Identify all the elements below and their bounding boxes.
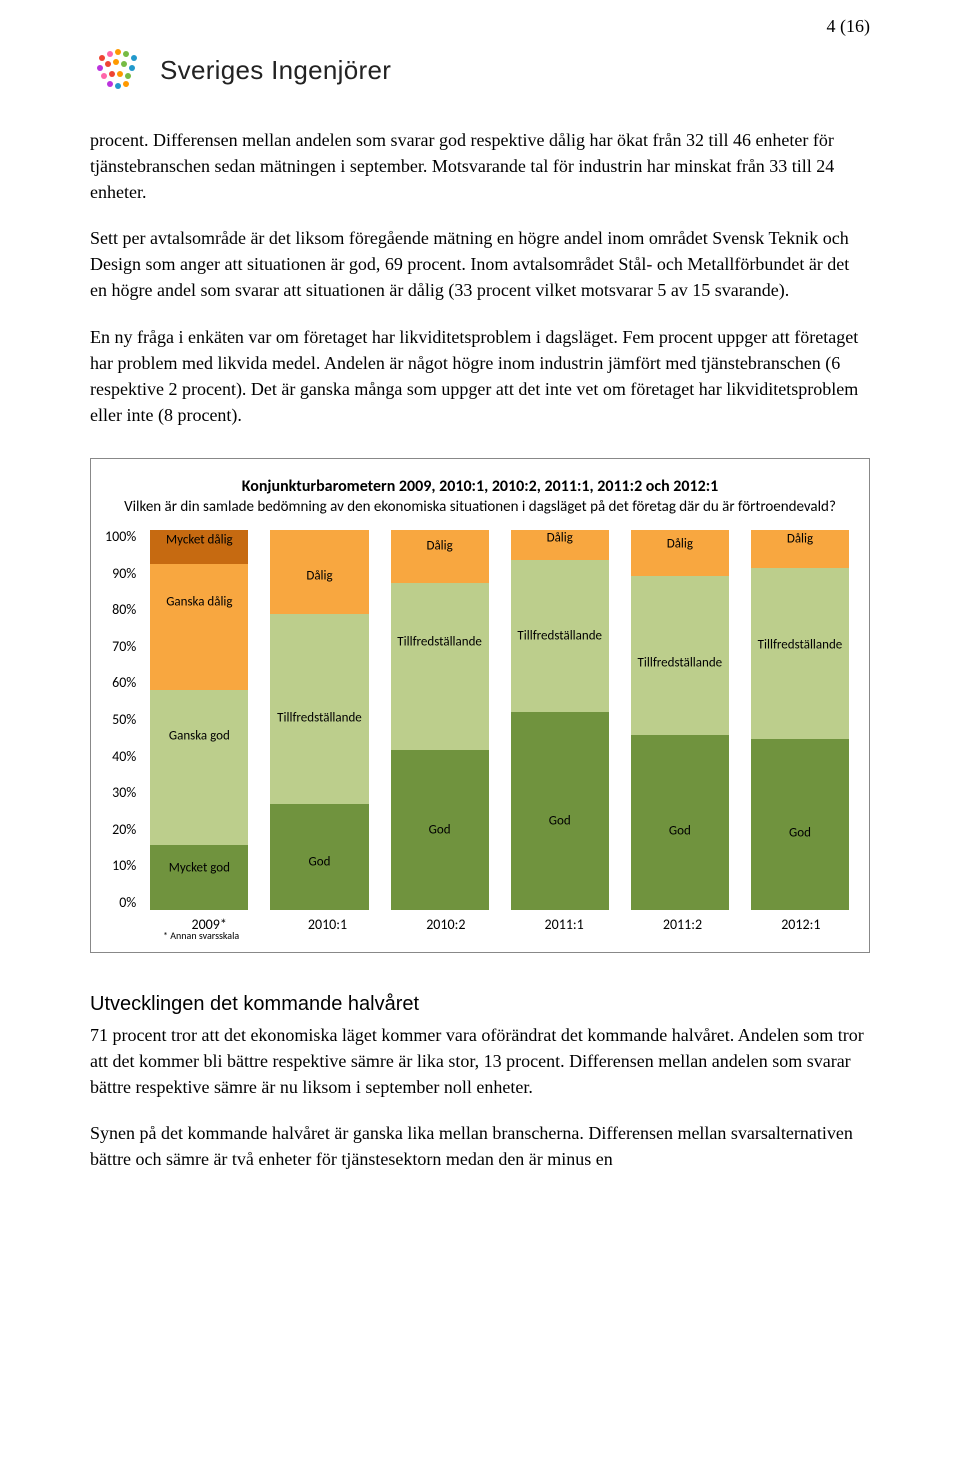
y-tick: 20% [112, 823, 136, 837]
segment-label: Dålig [270, 568, 368, 583]
y-tick: 80% [112, 603, 136, 617]
segment-label: God [270, 855, 368, 870]
x-tick: 2010:1 [279, 916, 375, 933]
chart-segment: Tillfredställande [511, 560, 609, 712]
y-tick: 10% [112, 859, 136, 873]
y-tick: 50% [112, 713, 136, 727]
segment-label: Ganska dålig [150, 594, 248, 609]
segment-label: God [391, 823, 489, 838]
segment-label: God [511, 814, 609, 829]
segment-label: Tillfredställande [391, 634, 489, 649]
chart-segment: God [391, 750, 489, 910]
chart-segment: Tillfredställande [631, 576, 729, 736]
chart-segment: Dålig [751, 530, 849, 568]
y-tick: 90% [112, 567, 136, 581]
chart-segment: Tillfredställande [270, 614, 368, 804]
chart-segment: Ganska dålig [150, 564, 248, 689]
y-tick: 60% [112, 676, 136, 690]
paragraph: 71 procent tror att det ekonomiska läget… [90, 1022, 870, 1100]
section-heading: Utvecklingen det kommande halvåret [90, 993, 870, 1016]
x-tick: 2009* [161, 916, 257, 933]
chart-segment: God [631, 735, 729, 910]
segment-label: Mycket dålig [150, 533, 248, 548]
segment-label: God [751, 825, 849, 840]
chart-segment: Tillfredställande [751, 568, 849, 739]
chart-bars: Mycket dålig Ganska dålig Ganska god Mycket… [144, 530, 855, 910]
chart-segment: Dålig [391, 530, 489, 583]
chart-segment: Tillfredställande [391, 583, 489, 750]
page-number: 4 (16) [827, 16, 871, 37]
y-tick: 70% [112, 640, 136, 654]
segment-label: Tillfredställande [631, 656, 729, 671]
segment-label: Dålig [751, 532, 849, 547]
logo-icon [90, 40, 146, 101]
chart-segment: Mycket dålig [150, 530, 248, 564]
y-tick: 30% [112, 786, 136, 800]
segment-label: Dålig [631, 536, 729, 551]
chart-segment: God [270, 804, 368, 910]
x-tick: 2011:1 [516, 916, 612, 933]
segment-label: Tillfredställande [511, 629, 609, 644]
segment-label: Tillfredställande [751, 637, 849, 652]
x-tick: 2010:2 [398, 916, 494, 933]
chart-title: Konjunkturbarometern 2009, 2010:1, 2010:… [111, 477, 849, 496]
chart-bar: Dålig Tillfredställande God [270, 530, 368, 910]
chart-segment: Dålig [631, 530, 729, 576]
chart-container: Konjunkturbarometern 2009, 2010:1, 2010:… [90, 458, 870, 953]
chart-footnote: * Annan svarsskala [163, 929, 855, 942]
chart-segment: Ganska god [150, 690, 248, 846]
paragraph: Sett per avtalsområde är det liksom före… [90, 225, 870, 303]
logo-text: Sveriges Ingenjörer [160, 55, 391, 86]
logo: Sveriges Ingenjörer [90, 40, 870, 101]
segment-label: Ganska god [150, 729, 248, 744]
y-tick: 40% [112, 750, 136, 764]
chart-bar: Dålig Tillfredställande God [511, 530, 609, 910]
y-tick: 100% [105, 530, 136, 544]
segment-label: Dålig [511, 530, 609, 545]
y-tick: 0% [119, 896, 136, 910]
paragraph: procent. Differensen mellan andelen som … [90, 127, 870, 205]
chart-y-axis: 100% 90% 80% 70% 60% 50% 40% 30% 20% 10% 0% [105, 530, 144, 910]
segment-label: Mycket god [150, 860, 248, 875]
chart-segment: God [511, 712, 609, 910]
chart-plot-area: 100% 90% 80% 70% 60% 50% 40% 30% 20% 10% 0% Mycket… [105, 530, 855, 910]
chart-subtitle: Vilken är din samlade bedömning av den e… [111, 498, 849, 516]
chart-segment: God [751, 739, 849, 910]
chart-segment: Dålig [511, 530, 609, 560]
segment-label: Dålig [391, 538, 489, 553]
segment-label: God [631, 824, 729, 839]
chart-segment: Dålig [270, 530, 368, 614]
chart-bar: Dålig Tillfredställande God [391, 530, 489, 910]
x-tick: 2012:1 [753, 916, 849, 933]
chart-segment: Mycket god [150, 845, 248, 910]
chart-bar: Mycket dålig Ganska dålig Ganska god Mycket… [150, 530, 248, 910]
paragraph: Synen på det kommande halvåret är ganska… [90, 1120, 870, 1172]
x-tick: 2011:2 [634, 916, 730, 933]
chart-bar: Dålig Tillfredställande God [751, 530, 849, 910]
paragraph: En ny fråga i enkäten var om företaget h… [90, 324, 870, 428]
segment-label: Tillfredställande [270, 711, 368, 726]
chart-bar: Dålig Tillfredställande God [631, 530, 729, 910]
